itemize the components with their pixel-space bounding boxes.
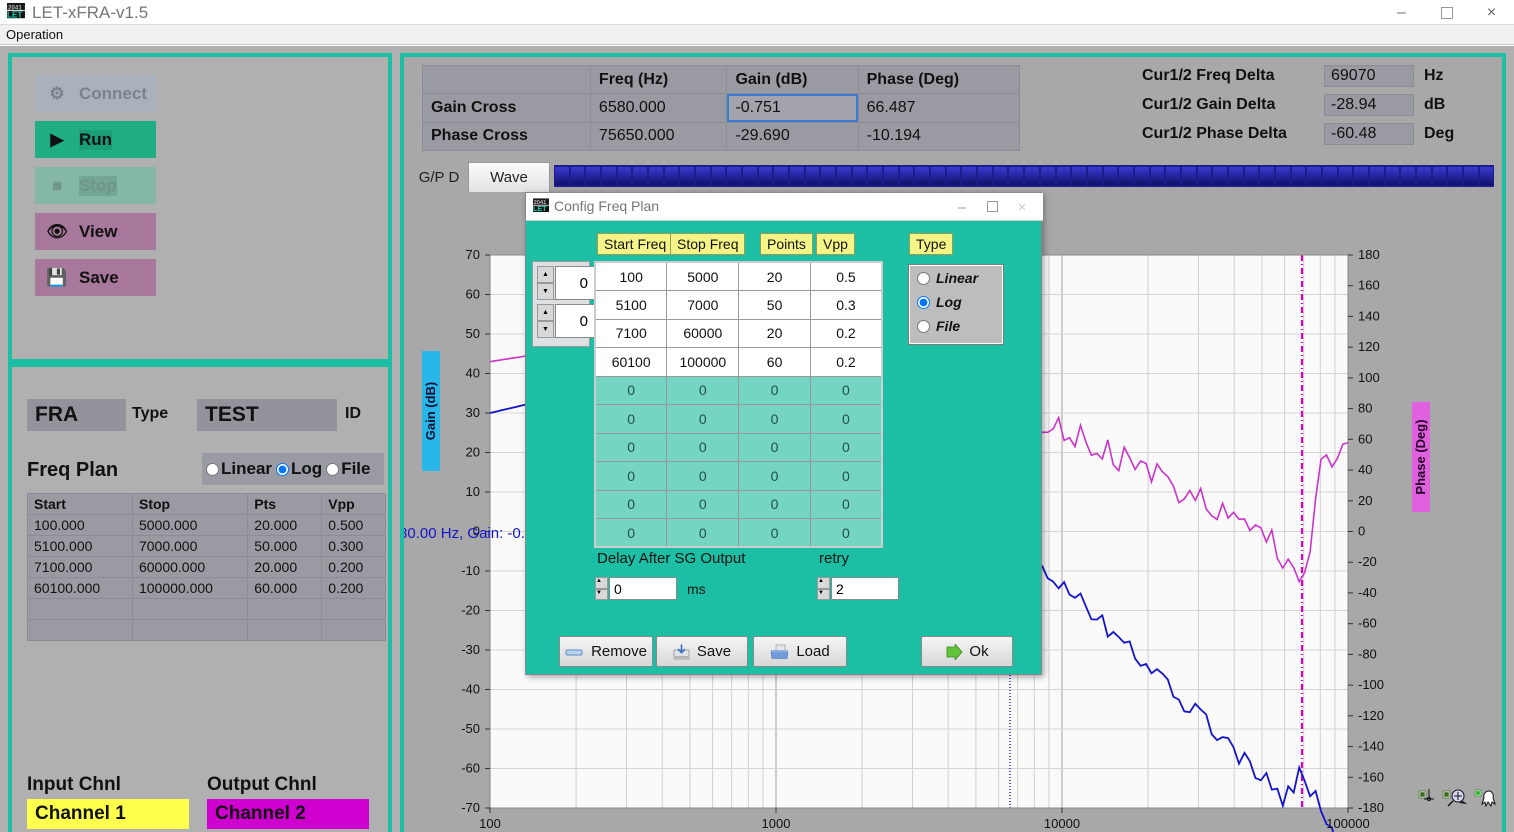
svg-text:-120: -120 — [1358, 708, 1384, 723]
svg-text:-100: -100 — [1358, 677, 1384, 692]
svg-text:-80: -80 — [1358, 646, 1377, 661]
svg-text:-180: -180 — [1358, 800, 1384, 815]
svg-text:60: 60 — [1358, 431, 1372, 446]
svg-text:30: 30 — [466, 405, 480, 420]
svg-text:160: 160 — [1358, 278, 1380, 293]
svg-text:100: 100 — [1358, 370, 1380, 385]
svg-text:20: 20 — [1358, 493, 1372, 508]
svg-text:10000: 10000 — [1044, 816, 1080, 831]
svg-text:40: 40 — [466, 366, 480, 381]
svg-text:20: 20 — [466, 445, 480, 460]
svg-text:10: 10 — [466, 484, 480, 499]
svg-text:60: 60 — [466, 287, 480, 302]
svg-text:0: 0 — [1358, 524, 1365, 539]
svg-text:120: 120 — [1358, 339, 1380, 354]
svg-text:180: 180 — [1358, 247, 1380, 262]
svg-text:80: 80 — [1358, 401, 1372, 416]
svg-text:-70: -70 — [461, 800, 480, 815]
svg-text:LET: LET — [533, 204, 547, 213]
svg-text:140: 140 — [1358, 308, 1380, 323]
svg-text:LET: LET — [7, 10, 22, 19]
svg-text:40: 40 — [1358, 462, 1372, 477]
svg-text:100: 100 — [479, 816, 501, 831]
svg-text:100000: 100000 — [1326, 816, 1369, 831]
svg-text:70: 70 — [466, 247, 480, 262]
svg-text:1000: 1000 — [762, 816, 791, 831]
svg-text:-60: -60 — [1358, 616, 1377, 631]
svg-text:-40: -40 — [1358, 585, 1377, 600]
svg-text:-10: -10 — [461, 563, 480, 578]
svg-text:-60: -60 — [461, 761, 480, 776]
svg-text:-30: -30 — [461, 642, 480, 657]
svg-text:-160: -160 — [1358, 769, 1384, 784]
svg-text:-20: -20 — [1358, 554, 1377, 569]
svg-text:-50: -50 — [461, 721, 480, 736]
svg-text:50: 50 — [466, 326, 480, 341]
svg-text:-20: -20 — [461, 603, 480, 618]
svg-text:-140: -140 — [1358, 739, 1384, 754]
svg-text:-40: -40 — [461, 682, 480, 697]
